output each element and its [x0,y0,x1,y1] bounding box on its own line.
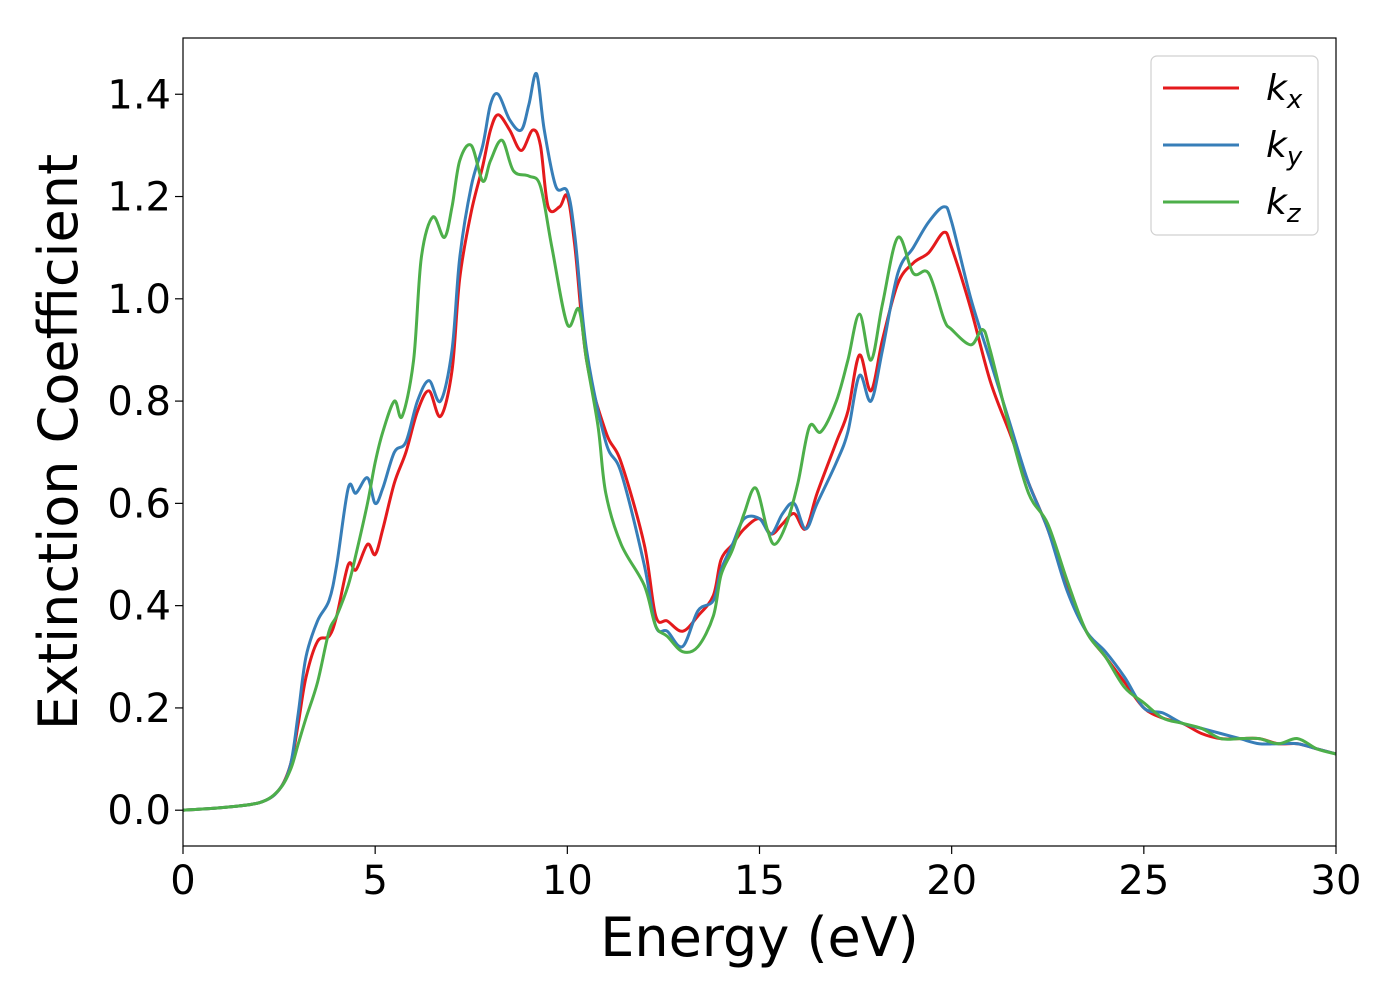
y-tick-label: 1.0 [107,277,171,323]
y-tick-label: 0.8 [107,379,171,425]
x-tick-label: 0 [170,858,195,904]
y-tick-label: 1.4 [107,72,171,118]
series-lines [183,72,1336,812]
series-line-ky [183,72,1336,812]
series-line-kz [183,138,1336,812]
x-tick-label: 15 [734,858,785,904]
y-axis-label: Extinction Coefficient [27,154,90,730]
y-tick-label: 1.2 [107,175,171,221]
x-tick-label: 5 [362,858,387,904]
x-tick-label: 20 [926,858,977,904]
y-tick-label: 0.2 [107,686,171,732]
y-tick-label: 0.4 [107,584,171,630]
y-axis-ticks: 0.0 0.2 0.4 0.6 0.8 1.0 1.2 1.4 [107,72,183,834]
y-tick-label: 0.6 [107,481,171,527]
legend-label-kx: kx [1266,68,1303,115]
y-tick-label: 0.0 [107,788,171,834]
legend-label-ky: ky [1266,125,1303,172]
legend: kx ky kz [1150,55,1319,236]
x-axis-label: Energy (eV) [600,906,919,969]
x-tick-label: 10 [542,858,593,904]
legend-label-kz: kz [1266,182,1302,229]
x-tick-label: 30 [1311,858,1362,904]
x-tick-label: 25 [1118,858,1169,904]
x-axis-ticks: 0 5 10 15 20 25 30 [170,846,1361,904]
